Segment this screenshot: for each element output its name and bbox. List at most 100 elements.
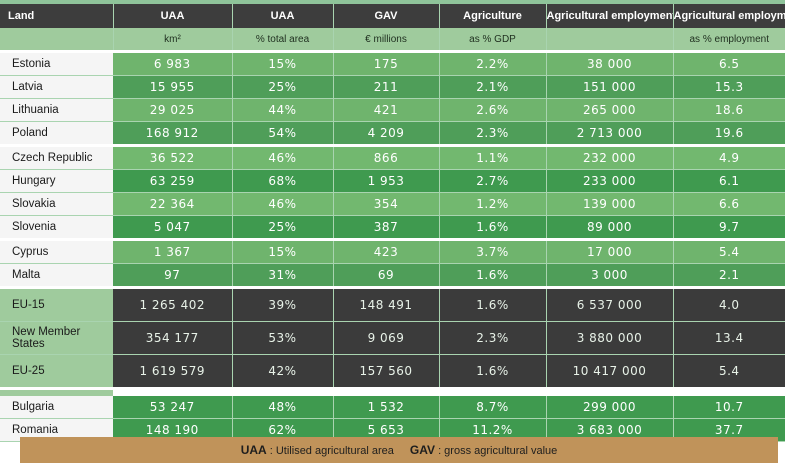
country-name: Romania (0, 418, 113, 442)
agriculture-statistics-table: Land UAA UAA GAV Agriculture Agricultura… (0, 4, 785, 442)
cell-uaa-pct: 42% (232, 354, 334, 390)
country-name: Lithuania (0, 98, 113, 122)
cell-uaa-km2: 6 983 (113, 51, 233, 76)
cell-employment: 17 000 (546, 239, 674, 264)
cell-employment: 151 000 (546, 75, 674, 99)
cell-employment-pct: 5.4 (673, 239, 785, 264)
cell-gav: 1 532 (333, 396, 440, 419)
cell-employment: 299 000 (546, 396, 674, 419)
legend-gav-def: : gross agricultural value (438, 445, 558, 457)
cell-employment: 6 537 000 (546, 287, 674, 322)
cell-employment-pct: 5.4 (673, 354, 785, 390)
country-name: Bulgaria (0, 396, 113, 419)
cell-agri-gdp: 8.7% (439, 396, 547, 419)
group-spacer (0, 388, 785, 396)
cell-uaa-pct: 25% (232, 215, 334, 241)
unit-employment (546, 28, 674, 53)
cell-uaa-km2: 1 367 (113, 239, 233, 264)
cell-agri-gdp: 2.7% (439, 169, 547, 193)
cell-uaa-km2: 97 (113, 263, 233, 289)
cell-employment-pct: 15.3 (673, 75, 785, 99)
cell-uaa-km2: 22 364 (113, 192, 233, 216)
table-row: EU-15 1 265 402 39% 148 491 1.6% 6 537 000 4.0 (0, 287, 785, 322)
unit-millions: € millions (333, 28, 440, 53)
cell-gav: 157 560 (333, 354, 440, 390)
cell-uaa-pct: 15% (232, 51, 334, 76)
legend-gav-abbr: GAV (409, 443, 435, 457)
cell-agri-gdp: 3.7% (439, 239, 547, 264)
table-row: Czech Republic 36 522 46% 866 1.1% 232 000 4.9 (0, 145, 785, 170)
cell-employment: 89 000 (546, 215, 674, 241)
country-name: EU-15 (0, 287, 113, 322)
cell-agri-gdp: 2.3% (439, 121, 547, 147)
cell-gav: 423 (333, 239, 440, 264)
cell-gav: 69 (333, 263, 440, 289)
cell-employment: 2 713 000 (546, 121, 674, 147)
table-row: New Member States 354 177 53% 9 069 2.3% 3 88… (0, 321, 785, 355)
cell-uaa-pct: 39% (232, 287, 334, 322)
country-name: Hungary (0, 169, 113, 193)
country-name: Slovakia (0, 192, 113, 216)
cell-gav: 5 653 (333, 418, 440, 442)
cell-employment-pct: 6.5 (673, 51, 785, 76)
cell-gav: 866 (333, 145, 440, 170)
cell-gav: 211 (333, 75, 440, 99)
cell-employment-pct: 13.4 (673, 321, 785, 355)
cell-uaa-km2: 354 177 (113, 321, 233, 355)
header-employment-pct: Agricultural employment (673, 4, 785, 28)
country-name: Estonia (0, 51, 113, 76)
cell-agri-gdp: 1.6% (439, 354, 547, 390)
units-row: km² % total area € millions as % GDP as … (0, 28, 785, 53)
cell-uaa-pct: 48% (232, 396, 334, 419)
cell-uaa-km2: 1 619 579 (113, 354, 233, 390)
cell-uaa-pct: 44% (232, 98, 334, 122)
country-name: Slovenia (0, 215, 113, 241)
legend-gav: GAV : gross agricultural value (410, 443, 557, 457)
cell-agri-gdp: 1.6% (439, 215, 547, 241)
cell-employment-pct: 18.6 (673, 98, 785, 122)
cell-uaa-pct: 54% (232, 121, 334, 147)
table-row: Slovakia 22 364 46% 354 1.2% 139 000 6.6 (0, 192, 785, 216)
cell-employment: 139 000 (546, 192, 674, 216)
cell-employment-pct: 37.7 (673, 418, 785, 442)
cell-uaa-pct: 46% (232, 192, 334, 216)
cell-agri-gdp: 2.1% (439, 75, 547, 99)
country-name: Czech Republic (0, 145, 113, 170)
cell-uaa-km2: 15 955 (113, 75, 233, 99)
cell-employment-pct: 6.1 (673, 169, 785, 193)
legend-uaa-abbr: UAA (240, 443, 267, 457)
cell-uaa-km2: 36 522 (113, 145, 233, 170)
table-row: Lithuania 29 025 44% 421 2.6% 265 000 18.6 (0, 98, 785, 122)
cell-employment-pct: 9.7 (673, 215, 785, 241)
cell-employment-pct: 2.1 (673, 263, 785, 289)
header-land: Land (0, 4, 114, 28)
table-row: Estonia 6 983 15% 175 2.2% 38 000 6.5 (0, 51, 785, 76)
cell-agri-gdp: 2.3% (439, 321, 547, 355)
cell-employment-pct: 6.6 (673, 192, 785, 216)
cell-uaa-km2: 63 259 (113, 169, 233, 193)
table-row: Cyprus 1 367 15% 423 3.7% 17 000 5.4 (0, 239, 785, 264)
cell-uaa-pct: 25% (232, 75, 334, 99)
cell-gav: 354 (333, 192, 440, 216)
cell-employment: 232 000 (546, 145, 674, 170)
unit-land (0, 28, 114, 53)
cell-gav: 175 (333, 51, 440, 76)
header-gav: GAV (333, 4, 440, 28)
cell-employment: 233 000 (546, 169, 674, 193)
table-row: Hungary 63 259 68% 1 953 2.7% 233 000 6.1 (0, 169, 785, 193)
header-uaa-km2: UAA (113, 4, 233, 28)
cell-agri-gdp: 1.6% (439, 287, 547, 322)
table-row: Bulgaria 53 247 48% 1 532 8.7% 299 000 10.7 (0, 396, 785, 419)
cell-uaa-km2: 168 912 (113, 121, 233, 147)
unit-employment-pct: as % employment (673, 28, 785, 53)
cell-uaa-pct: 15% (232, 239, 334, 264)
table-row: Latvia 15 955 25% 211 2.1% 151 000 15.3 (0, 75, 785, 99)
cell-agri-gdp: 2.6% (439, 98, 547, 122)
cell-uaa-km2: 148 190 (113, 418, 233, 442)
table-row: Poland 168 912 54% 4 209 2.3% 2 713 000 19.6 (0, 121, 785, 147)
unit-gdp: as % GDP (439, 28, 547, 53)
cell-employment-pct: 4.0 (673, 287, 785, 322)
header-uaa-pct: UAA (232, 4, 334, 28)
country-name: Latvia (0, 75, 113, 99)
cell-employment: 3 880 000 (546, 321, 674, 355)
